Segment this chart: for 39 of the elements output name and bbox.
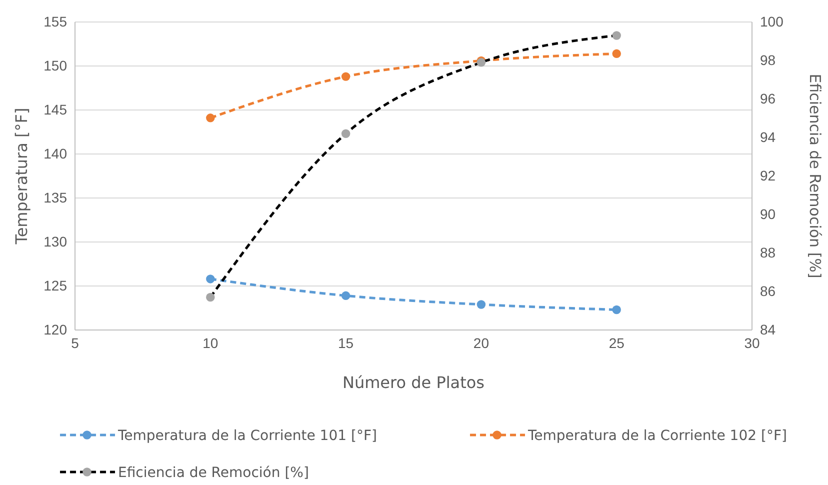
y-tick-label: 130: [44, 233, 68, 250]
y2-tick-label: 100: [760, 13, 784, 30]
y-tick-label: 135: [44, 189, 68, 206]
y-tick-label: 155: [44, 13, 68, 30]
x-tick-label: 5: [71, 334, 80, 351]
point: [206, 292, 215, 302]
legend-label: Eficiencia de Remoción [%]: [118, 465, 309, 481]
x-axis-title: Número de Platos: [342, 373, 485, 392]
y2-tick-label: 90: [760, 206, 776, 222]
y2-axis-title: Eficiencia de Remoción [%]: [806, 74, 824, 278]
x-tick-label: 30: [744, 334, 760, 351]
y-tick-label: 120: [44, 321, 68, 338]
y2-tick-label: 94: [760, 128, 776, 145]
y2-tick-label: 92: [760, 167, 776, 184]
point: [341, 129, 350, 138]
y2-tick-label: 86: [760, 282, 776, 299]
point: [476, 300, 486, 309]
x-tick-label: 15: [338, 334, 354, 351]
point: [612, 31, 621, 40]
y-tick-label: 125: [44, 277, 68, 294]
y2-tick-label: 96: [760, 90, 776, 106]
point: [206, 274, 215, 284]
point: [341, 72, 350, 81]
y-tick-label: 145: [44, 101, 68, 118]
y2-tick-label: 88: [760, 244, 776, 260]
legend-label: Temperatura de la Corriente 101 [°F]: [117, 428, 377, 444]
y2-tick-label: 84: [760, 321, 776, 338]
legend-label: Temperatura de la Corriente 102 [°F]: [527, 428, 787, 444]
x-tick-label: 10: [202, 334, 218, 351]
y-tick-label: 150: [44, 57, 68, 74]
point: [612, 305, 621, 314]
point: [341, 291, 350, 300]
y-axis-title: Temperatura [°F]: [12, 108, 31, 246]
y-tick-label: 140: [44, 145, 68, 162]
y2-tick-label: 98: [760, 52, 776, 68]
x-tick-label: 25: [608, 334, 625, 351]
point: [612, 49, 621, 58]
point: [206, 114, 215, 122]
x-tick-label: 20: [473, 334, 490, 351]
